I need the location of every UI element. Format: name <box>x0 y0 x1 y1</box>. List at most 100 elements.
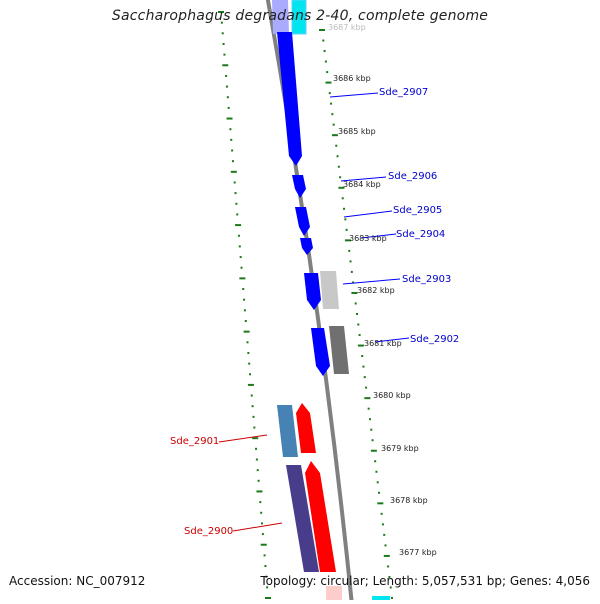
tick-label-3686: 3686 kbp <box>333 74 371 83</box>
scale-dots <box>218 11 393 599</box>
scale-dot-right <box>328 92 331 95</box>
scale-dot-right <box>341 197 344 200</box>
gene-cyan-top[interactable] <box>291 0 307 35</box>
callout-sde-2900 <box>232 522 283 532</box>
scale-dot-right <box>383 554 390 557</box>
gene-arrow-sde-2907[interactable] <box>277 32 302 166</box>
gene-label-sde-2901[interactable]: Sde_2901 <box>170 436 219 447</box>
scale-dot-right <box>364 397 371 400</box>
gene-box-sde-2903-other[interactable] <box>320 271 339 309</box>
callout-sde-2905 <box>343 210 393 218</box>
scale-dot-left <box>218 11 224 13</box>
scale-dot-right <box>370 449 377 452</box>
tick-label-3681: 3681 kbp <box>364 339 402 348</box>
scale-dot-left <box>255 458 258 461</box>
scale-dot-right <box>361 355 364 358</box>
scale-dot-left <box>221 32 224 35</box>
callout-sde-2907 <box>329 92 379 98</box>
scale-dot-right <box>344 218 347 221</box>
scale-dot-right <box>351 291 358 294</box>
scale-dot-left <box>250 394 253 397</box>
scale-dot-left <box>225 85 228 88</box>
scale-dot-right <box>388 575 391 578</box>
gene-arrow-sde-2900-red[interactable] <box>305 461 336 572</box>
scale-dot-left <box>244 319 247 322</box>
gene-box-sde-2902-other[interactable] <box>329 326 349 374</box>
gene-arrow-sde-2901-red[interactable] <box>296 403 316 453</box>
gene-box-sde-2901[interactable] <box>277 405 298 457</box>
scale-dot-left <box>252 415 255 418</box>
scale-dot-right <box>331 113 334 116</box>
scale-dot-left <box>243 309 246 312</box>
scale-dot-left <box>260 543 267 546</box>
scale-dot-right <box>365 386 368 389</box>
gene-arrow-sde-2903[interactable] <box>304 273 321 310</box>
callout-sde-2906 <box>340 176 387 182</box>
scale-dot-left <box>238 245 241 248</box>
scale-dot-right <box>381 523 384 526</box>
scale-dot-right <box>356 313 358 315</box>
scale-dot-right <box>349 260 352 263</box>
tick-label-3682: 3682 kbp <box>357 286 395 295</box>
scale-dot-left <box>235 202 238 205</box>
tick-label-3685: 3685 kbp <box>338 127 376 136</box>
scale-dot-left <box>242 288 245 291</box>
genome-title: Saccharophagus degradans 2-40, complete … <box>111 8 489 24</box>
gene-bottom-partial[interactable] <box>326 586 342 600</box>
scale-dot-left <box>236 213 239 216</box>
scale-dot-left <box>231 149 234 152</box>
scale-dot-left <box>256 469 259 472</box>
scale-dot-left <box>226 117 233 120</box>
scale-dot-left <box>234 192 237 195</box>
gene-label-sde-2904[interactable]: Sde_2904 <box>396 229 445 240</box>
scale-dot-left <box>243 330 250 333</box>
scale-dot-left <box>257 479 260 482</box>
gene-bottom-cyan[interactable] <box>372 596 390 600</box>
gene-label-sde-2900[interactable]: Sde_2900 <box>184 526 233 537</box>
scale-dot-right <box>344 239 351 242</box>
scale-dot-right <box>319 29 325 31</box>
scale-dot-left <box>223 53 226 56</box>
scale-dot-right <box>354 302 357 305</box>
scale-dot-left <box>260 511 263 514</box>
scale-dot-right <box>330 102 333 105</box>
scale-dot-right <box>370 428 373 431</box>
scale-dot-left <box>225 74 228 77</box>
scale-dot-left <box>261 533 264 536</box>
scale-dot-right <box>375 470 378 473</box>
scale-dot-right <box>367 407 370 410</box>
scale-dot-right <box>326 71 329 74</box>
scale-dot-right <box>339 176 342 179</box>
scale-dot-left <box>227 106 230 109</box>
gene-box-sde-2900[interactable] <box>286 465 319 572</box>
scale-dot-right <box>383 533 386 536</box>
gene-label-sde-2902[interactable]: Sde_2902 <box>410 334 459 345</box>
gene-label-sde-2906[interactable]: Sde_2906 <box>388 171 437 182</box>
gene-label-sde-2903[interactable]: Sde_2903 <box>402 274 451 285</box>
gene-arrow-sde-2906[interactable] <box>292 175 306 198</box>
scale-dot-left <box>255 447 258 450</box>
scale-dot-left <box>263 554 266 557</box>
callout-sde-2901 <box>218 434 268 443</box>
gene-arrow-sde-2902[interactable] <box>311 328 330 376</box>
gene-lavender-top[interactable] <box>272 0 289 34</box>
scale-dot-right <box>391 597 393 599</box>
gene-arrow-sde-2904[interactable] <box>300 238 313 255</box>
gene-label-sde-2907[interactable]: Sde_2907 <box>379 87 428 98</box>
scale-dot-left <box>230 138 233 141</box>
gene-label-sde-2905[interactable]: Sde_2905 <box>393 205 442 216</box>
scale-dot-left <box>239 256 242 259</box>
callout-sde-2904 <box>360 233 397 239</box>
scale-dot-right <box>348 249 351 252</box>
scale-dot-left <box>248 362 251 365</box>
scale-dot-right <box>389 586 392 589</box>
scale-dot-right <box>368 418 371 421</box>
scale-dot-left <box>259 501 262 504</box>
scale-dot-right <box>358 334 361 337</box>
tick-label-3684: 3684 kbp <box>343 180 381 189</box>
scale-dot-left <box>222 64 229 67</box>
gene-arrow-sde-2905[interactable] <box>295 207 310 236</box>
scale-dot-left <box>252 437 259 440</box>
